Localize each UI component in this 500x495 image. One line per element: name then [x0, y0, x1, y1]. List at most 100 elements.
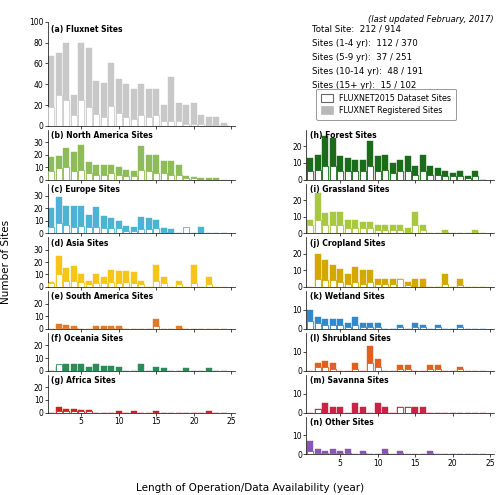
- Bar: [130, 171, 137, 180]
- Bar: [70, 171, 77, 180]
- Bar: [56, 168, 62, 180]
- Bar: [130, 231, 137, 233]
- Bar: [367, 222, 374, 233]
- Bar: [168, 230, 174, 233]
- Bar: [314, 170, 320, 180]
- Bar: [130, 283, 137, 287]
- Bar: [374, 156, 381, 180]
- Bar: [93, 81, 100, 126]
- Bar: [322, 280, 328, 287]
- Bar: [206, 117, 212, 126]
- Bar: [153, 319, 160, 329]
- Bar: [307, 441, 313, 454]
- Bar: [412, 407, 418, 412]
- Text: (l) Shrubland Sites: (l) Shrubland Sites: [310, 334, 391, 343]
- Bar: [70, 364, 77, 371]
- Bar: [153, 228, 160, 233]
- Bar: [86, 281, 92, 287]
- Text: (e) South America Sites: (e) South America Sites: [52, 292, 154, 301]
- Bar: [374, 171, 381, 180]
- Text: (m) Savanna Sites: (m) Savanna Sites: [310, 376, 389, 385]
- Bar: [123, 117, 130, 126]
- Bar: [352, 267, 358, 287]
- Bar: [397, 407, 404, 412]
- Bar: [442, 176, 448, 180]
- Bar: [48, 282, 54, 287]
- Bar: [78, 282, 84, 287]
- Bar: [176, 281, 182, 287]
- Bar: [78, 145, 84, 180]
- Bar: [56, 328, 62, 329]
- Bar: [116, 79, 122, 126]
- Bar: [420, 279, 426, 287]
- Bar: [337, 212, 343, 233]
- Bar: [93, 364, 100, 371]
- Bar: [307, 158, 313, 180]
- Bar: [48, 157, 54, 180]
- Bar: [344, 327, 350, 329]
- Bar: [457, 176, 464, 180]
- Bar: [70, 115, 77, 126]
- Bar: [330, 166, 336, 180]
- Bar: [160, 105, 167, 126]
- Bar: [70, 411, 77, 412]
- Bar: [184, 176, 190, 180]
- Bar: [130, 227, 137, 233]
- Bar: [56, 53, 62, 126]
- Bar: [146, 117, 152, 126]
- Bar: [397, 279, 404, 287]
- Bar: [307, 310, 313, 329]
- Bar: [360, 222, 366, 233]
- Bar: [412, 279, 418, 287]
- Bar: [322, 367, 328, 371]
- Bar: [472, 171, 478, 180]
- Bar: [352, 369, 358, 371]
- Bar: [153, 155, 160, 180]
- Bar: [404, 369, 411, 371]
- Bar: [314, 194, 320, 233]
- Bar: [198, 115, 204, 126]
- Bar: [427, 452, 434, 454]
- Bar: [138, 84, 144, 126]
- Bar: [93, 165, 100, 180]
- Bar: [56, 95, 62, 126]
- Bar: [360, 228, 366, 233]
- Bar: [382, 155, 388, 180]
- Bar: [116, 221, 122, 233]
- Bar: [153, 264, 160, 287]
- Bar: [397, 327, 404, 329]
- Bar: [344, 171, 350, 180]
- Bar: [360, 160, 366, 180]
- Bar: [367, 166, 374, 180]
- Bar: [404, 156, 411, 180]
- Bar: [367, 270, 374, 287]
- Bar: [374, 367, 381, 371]
- Bar: [93, 275, 100, 287]
- Bar: [360, 452, 366, 454]
- Bar: [116, 228, 122, 233]
- Bar: [146, 155, 152, 180]
- Bar: [146, 90, 152, 126]
- Bar: [100, 366, 107, 371]
- Bar: [314, 155, 320, 180]
- Bar: [138, 170, 144, 180]
- Bar: [472, 232, 478, 233]
- Bar: [352, 160, 358, 180]
- Bar: [214, 178, 220, 180]
- Bar: [63, 411, 70, 412]
- Bar: [314, 254, 320, 287]
- Bar: [93, 114, 100, 126]
- Bar: [78, 206, 84, 233]
- Bar: [427, 365, 434, 371]
- Bar: [138, 217, 144, 233]
- Bar: [63, 325, 70, 329]
- Bar: [314, 323, 320, 329]
- Bar: [146, 230, 152, 233]
- Bar: [360, 450, 366, 454]
- Text: (n) Other Sites: (n) Other Sites: [310, 418, 374, 427]
- Bar: [412, 327, 418, 329]
- Bar: [322, 260, 328, 287]
- Bar: [367, 228, 374, 233]
- Bar: [330, 212, 336, 233]
- Bar: [70, 95, 77, 126]
